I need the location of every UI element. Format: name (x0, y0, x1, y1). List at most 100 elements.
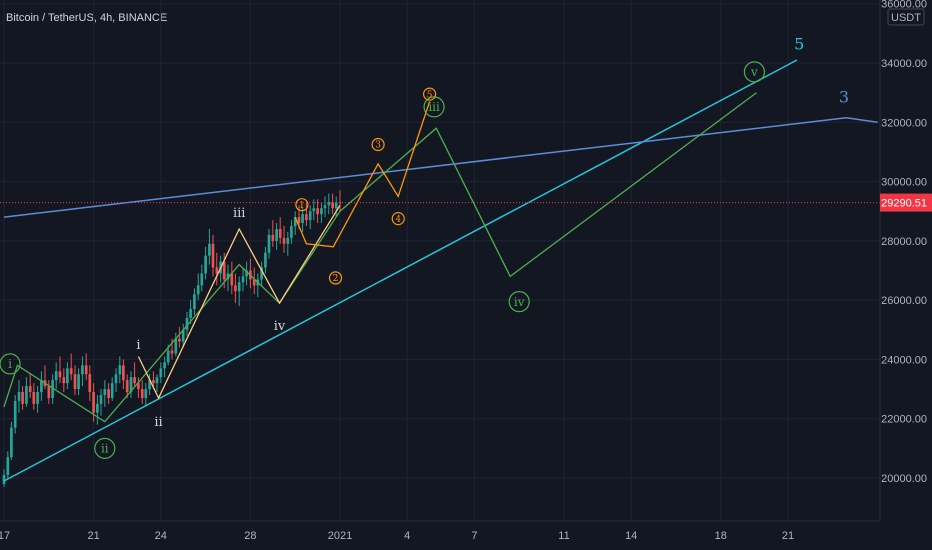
wave-paths (3, 92, 757, 423)
candle-body (230, 273, 234, 286)
candle-body (155, 377, 159, 384)
candle (17, 380, 21, 413)
wave-label: i (136, 338, 140, 353)
candle-body (152, 380, 155, 384)
candle (178, 326, 181, 348)
candle (114, 368, 118, 393)
candle (40, 371, 43, 401)
candle (144, 383, 148, 407)
candle (118, 356, 122, 384)
wave-label-text: 2 (333, 274, 339, 284)
candle-body (215, 267, 219, 274)
candle-body (327, 202, 331, 206)
candle-body (10, 427, 13, 458)
x-tick-label: 14 (625, 530, 637, 542)
candle (200, 264, 204, 292)
candle-body (305, 214, 308, 221)
candle-body (81, 365, 84, 375)
candle (320, 202, 323, 224)
candle-body (66, 368, 69, 384)
candle (230, 261, 234, 295)
candle (290, 220, 293, 244)
candle (267, 229, 271, 259)
candle (110, 377, 114, 401)
candle (122, 359, 125, 390)
candle (28, 374, 32, 398)
candle-body (222, 261, 226, 280)
candle-body (148, 380, 151, 390)
wave-label: iii (423, 96, 445, 118)
y-tick-label: 28000.00 (881, 236, 927, 248)
candle (234, 273, 237, 304)
candle (338, 190, 342, 212)
candle (133, 362, 136, 387)
candle (327, 193, 331, 215)
candle (21, 386, 24, 410)
candle (185, 312, 189, 336)
candle-body (297, 217, 301, 224)
candle (25, 377, 28, 407)
candle (174, 332, 178, 357)
candle (92, 383, 95, 422)
currency-badge: USDT (887, 8, 925, 26)
wave-path (294, 101, 431, 248)
candle-body (125, 380, 129, 393)
wave-label-text: 3 (839, 88, 849, 107)
candle-body (290, 226, 293, 238)
time-axis: 17 21 24 28 2021 4 7 11 14 18 21 (0, 520, 932, 550)
candle-body (133, 377, 136, 384)
candle-body (73, 374, 77, 390)
candle (148, 374, 151, 395)
candle (215, 252, 219, 286)
candle (189, 300, 192, 324)
wave-label-text: iv (274, 319, 286, 334)
candle-body (312, 208, 316, 212)
candle (47, 380, 51, 404)
wave-label: iv (508, 291, 530, 313)
candle-body (331, 202, 334, 209)
candle (241, 267, 245, 292)
candle-body (338, 202, 342, 204)
candle (301, 208, 304, 232)
last-price-tag: 29290.51 (880, 193, 932, 212)
wave-label: 4 (391, 212, 405, 226)
candle (69, 353, 73, 381)
candle-body (241, 276, 245, 283)
candle-body (21, 392, 24, 404)
candle (260, 261, 263, 286)
candle (293, 211, 297, 235)
candle-body (286, 237, 290, 244)
wave-label-text: ii (154, 415, 162, 430)
candle-body (316, 208, 319, 215)
candle-body (260, 267, 263, 280)
candle (54, 362, 58, 390)
candle (252, 267, 256, 295)
candle-body (189, 309, 192, 318)
candle (155, 374, 159, 393)
y-tick-label: 36000.00 (881, 0, 927, 11)
candle-body (166, 350, 170, 363)
wave-label-circle (94, 437, 116, 459)
wave-label: 2 (328, 271, 343, 285)
wave-label-text: 5 (794, 34, 804, 53)
candle-body (320, 208, 323, 215)
candle (103, 380, 107, 407)
x-tick-label: 17 (0, 530, 10, 542)
candle-body (122, 365, 125, 381)
candle-body (334, 202, 338, 209)
wave-label-circle (423, 96, 445, 118)
candle-body (178, 338, 181, 342)
candle (305, 202, 308, 227)
candle (66, 362, 69, 390)
candle-body (114, 374, 118, 384)
x-tick-label: 11 (558, 530, 569, 542)
candle (282, 226, 286, 253)
wave-label-text: 1 (299, 201, 305, 211)
candle (271, 220, 275, 247)
price-axis: 36000.00 34000.00 32000.00 30000.00 28000.00… (879, 0, 932, 550)
candle (88, 365, 92, 401)
candle-body (140, 389, 144, 398)
currency-badge-text: USDT (891, 12, 921, 24)
